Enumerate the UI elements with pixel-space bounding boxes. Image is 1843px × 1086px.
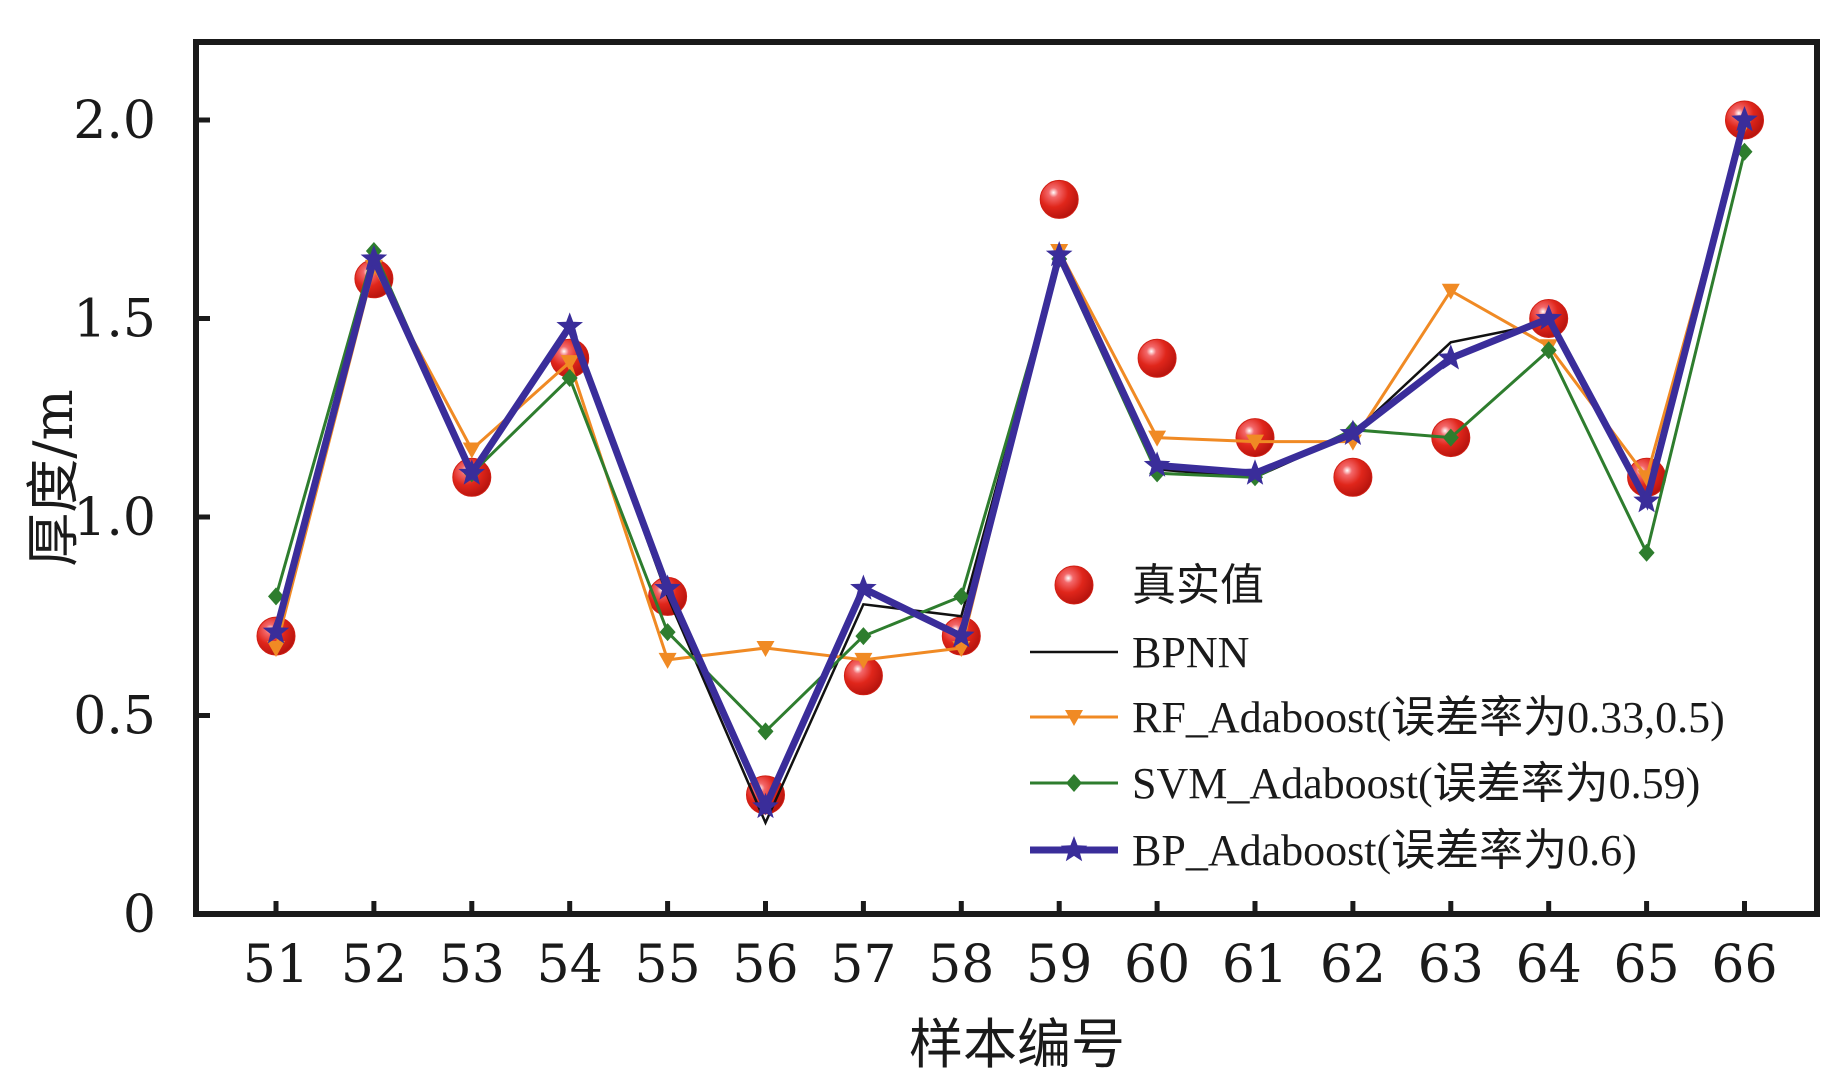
legend-marker bbox=[1065, 710, 1083, 726]
plot-frame bbox=[193, 39, 1820, 917]
y-tick-label: 2.0 bbox=[73, 91, 156, 151]
x-axis: 51 52 53 54 55 56 57 58 59 60 61 62 63 64 65 66 bbox=[243, 901, 1778, 995]
data-point bbox=[1241, 459, 1269, 485]
data-point bbox=[757, 722, 774, 741]
data-point bbox=[850, 574, 877, 600]
data-point bbox=[1540, 341, 1557, 360]
x-tick-label: 65 bbox=[1614, 935, 1680, 995]
y-tick-label: 1.5 bbox=[73, 290, 156, 350]
data-point bbox=[360, 245, 388, 271]
x-tick-label: 56 bbox=[732, 935, 798, 995]
data-point bbox=[654, 574, 681, 600]
legend-marker bbox=[1066, 774, 1082, 792]
data-point bbox=[952, 641, 971, 658]
x-tick-label: 59 bbox=[1026, 935, 1092, 995]
legend-label: BP_Adaboost(误差率为0.6) bbox=[1132, 826, 1637, 875]
series-line bbox=[272, 119, 1748, 816]
legend-marker bbox=[1054, 565, 1094, 605]
data-point bbox=[1246, 434, 1264, 451]
legend-item: BPNN bbox=[1030, 628, 1249, 677]
data-point bbox=[658, 652, 677, 669]
y-axis: 0 0.5 1.0 1.5 2.0 bbox=[73, 91, 210, 945]
legend-item: RF_Adaboost(误差率为0.33,0.5) bbox=[1030, 693, 1725, 742]
x-axis-title: 样本编号 bbox=[909, 1013, 1125, 1076]
data-point bbox=[267, 641, 285, 658]
x-tick-label: 64 bbox=[1516, 935, 1582, 995]
data-point bbox=[262, 618, 290, 644]
legend-label: SVM_Adaboost(误差率为0.59) bbox=[1132, 759, 1700, 808]
data-point bbox=[1731, 106, 1758, 132]
x-tick-label: 60 bbox=[1124, 935, 1190, 995]
data-point bbox=[462, 442, 481, 459]
legend-label: RF_Adaboost(误差率为0.33,0.5) bbox=[1132, 693, 1725, 742]
data-point bbox=[756, 641, 775, 658]
x-tick-label: 53 bbox=[439, 935, 505, 995]
data-point bbox=[556, 312, 583, 338]
legend-item: SVM_Adaboost(误差率为0.59) bbox=[1030, 759, 1700, 808]
x-tick-label: 54 bbox=[537, 935, 603, 995]
x-tick-label: 61 bbox=[1222, 935, 1288, 995]
x-tick-label: 55 bbox=[635, 935, 701, 995]
x-tick-label: 66 bbox=[1711, 935, 1777, 995]
data-point bbox=[1437, 344, 1465, 370]
plot-border bbox=[193, 39, 1820, 917]
data-point bbox=[561, 369, 578, 388]
legend-label: 真实值 bbox=[1132, 561, 1264, 610]
legend-item: BP_Adaboost(误差率为0.6) bbox=[1030, 826, 1637, 875]
data-point bbox=[560, 355, 579, 372]
x-tick-label: 63 bbox=[1418, 935, 1484, 995]
data-point bbox=[953, 587, 970, 606]
data-point bbox=[1333, 457, 1373, 497]
x-tick-label: 52 bbox=[341, 935, 407, 995]
legend-item: 真实值 bbox=[1054, 561, 1264, 610]
data-point bbox=[855, 627, 872, 646]
series-4 bbox=[262, 106, 1758, 819]
data-point bbox=[1442, 428, 1459, 447]
data-point bbox=[1535, 304, 1562, 330]
data-point bbox=[752, 792, 779, 819]
legend-label: BPNN bbox=[1132, 628, 1249, 677]
x-tick-label: 58 bbox=[928, 935, 994, 995]
legend: 真实值 BPNN RF_Adaboost(误差率为0.33,0.5) SVM_Adab… bbox=[1030, 561, 1725, 875]
data-point bbox=[1148, 430, 1167, 447]
data-point bbox=[659, 623, 676, 642]
data-point bbox=[948, 622, 975, 648]
data-point bbox=[1441, 283, 1460, 300]
data-point bbox=[1339, 419, 1367, 445]
data-point bbox=[1039, 179, 1079, 219]
data-point bbox=[854, 652, 873, 669]
y-tick-label: 1.0 bbox=[73, 488, 156, 548]
data-point bbox=[1638, 543, 1655, 562]
legend-marker bbox=[1060, 836, 1088, 862]
x-tick-label: 51 bbox=[243, 935, 309, 995]
data-point bbox=[1633, 487, 1660, 513]
series-2 bbox=[267, 116, 1754, 669]
y-axis-title: 厚度/m bbox=[22, 389, 85, 566]
series-line bbox=[274, 151, 1746, 734]
x-tick-label: 62 bbox=[1320, 935, 1386, 995]
series-layer bbox=[256, 100, 1764, 826]
series-line bbox=[274, 123, 1746, 662]
y-tick-label: 0.5 bbox=[73, 687, 156, 747]
data-point bbox=[1143, 451, 1171, 477]
x-tick-label: 57 bbox=[830, 935, 896, 995]
data-point bbox=[458, 459, 486, 485]
y-tick-label: 0 bbox=[123, 885, 156, 945]
data-point bbox=[1137, 338, 1177, 378]
data-point bbox=[1045, 241, 1073, 267]
data-point bbox=[268, 587, 284, 606]
